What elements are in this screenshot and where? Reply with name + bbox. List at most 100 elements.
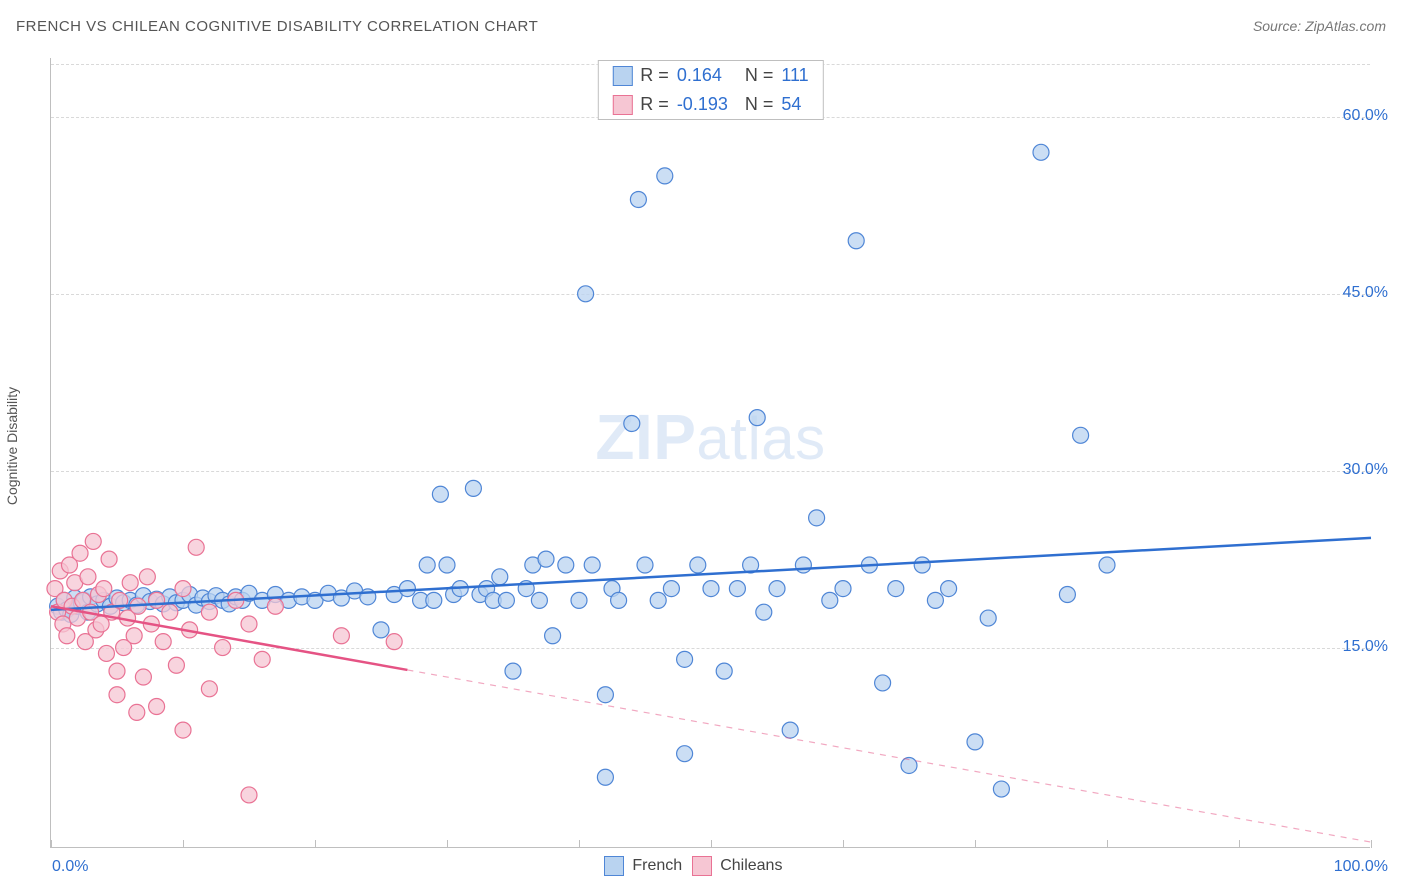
scatter-point [571,592,587,608]
scatter-point [155,634,171,650]
scatter-point [835,581,851,597]
scatter-point [439,557,455,573]
scatter-point [241,787,257,803]
scatter-point [993,781,1009,797]
trend-line [51,538,1371,610]
scatter-point [373,622,389,638]
scatter-point [333,628,349,644]
scatter-point [498,592,514,608]
chart-title: FRENCH VS CHILEAN COGNITIVE DISABILITY C… [16,18,538,35]
scatter-point [914,557,930,573]
scatter-point [650,592,666,608]
legend-n-label: N = [745,94,774,115]
scatter-point [432,486,448,502]
legend-r-value: 0.164 [677,65,737,86]
legend-item: French [604,856,682,876]
scatter-point [558,557,574,573]
legend-item: Chileans [692,856,782,876]
scatter-point [809,510,825,526]
scatter-point [1033,144,1049,160]
scatter-point [782,722,798,738]
scatter-point [386,634,402,650]
scatter-point [578,286,594,302]
scatter-point [1073,427,1089,443]
legend-n-value: 54 [781,94,801,115]
scatter-point [822,592,838,608]
scatter-point [630,191,646,207]
scatter-point [597,769,613,785]
legend-n-value: 111 [781,65,808,86]
scatter-point [129,704,145,720]
chart-container: FRENCH VS CHILEAN COGNITIVE DISABILITY C… [0,0,1406,892]
y-axis-label: Cognitive Disability [4,387,20,505]
scatter-point [611,592,627,608]
scatter-point [109,687,125,703]
scatter-point [72,545,88,561]
scatter-point [254,651,270,667]
scatter-point [201,681,217,697]
scatter-point [135,669,151,685]
trend-line-dashed [407,670,1371,842]
legend-swatch [692,856,712,876]
scatter-point [98,645,114,661]
legend-n-label: N = [745,65,774,86]
scatter-point [875,675,891,691]
scatter-point [624,416,640,432]
scatter-point [677,651,693,667]
scatter-point [584,557,600,573]
legend-swatch [612,66,632,86]
scatter-point [175,722,191,738]
y-tick-label: 45.0% [1343,284,1388,302]
legend-r-label: R = [640,94,669,115]
scatter-point [749,410,765,426]
scatter-point [538,551,554,567]
scatter-point [677,746,693,762]
scatter-point [85,533,101,549]
scatter-point [465,480,481,496]
scatter-point [848,233,864,249]
y-tick-label: 30.0% [1343,461,1388,479]
y-axis-label-wrap: Cognitive Disability [4,328,20,446]
legend-label: French [632,857,682,875]
series-legend: French Chileans [604,856,782,876]
scatter-point [59,628,75,644]
scatter-point [241,616,257,632]
legend-swatch [604,856,624,876]
source-attribution: Source: ZipAtlas.com [1253,18,1386,34]
legend-swatch [612,95,632,115]
scatter-point [149,592,165,608]
scatter-point [795,557,811,573]
y-tick-label: 60.0% [1343,107,1388,125]
scatter-point [399,581,415,597]
x-tick [1371,840,1372,848]
plot-area: ZIPatlas R =0.164N =111R =-0.193N =54 [50,58,1370,848]
x-tick-label-min: 0.0% [52,858,88,876]
scatter-point [597,687,613,703]
legend-r-label: R = [640,65,669,86]
scatter-point [201,604,217,620]
scatter-point [716,663,732,679]
scatter-point [941,581,957,597]
scatter-point [888,581,904,597]
scatter-point [149,699,165,715]
scatter-point [927,592,943,608]
scatter-point [637,557,653,573]
scatter-point [168,657,184,673]
scatter-point [531,592,547,608]
legend-r-value: -0.193 [677,94,737,115]
scatter-point [419,557,435,573]
scatter-point [1099,557,1115,573]
scatter-point [109,663,125,679]
scatter-point [703,581,719,597]
scatter-point [188,539,204,555]
scatter-point [967,734,983,750]
scatter-point [426,592,442,608]
scatter-point [756,604,772,620]
y-tick-label: 15.0% [1343,638,1388,656]
scatter-point [980,610,996,626]
scatter-point [505,663,521,679]
scatter-point [139,569,155,585]
scatter-point [663,581,679,597]
legend-label: Chileans [720,857,782,875]
scatter-point [690,557,706,573]
